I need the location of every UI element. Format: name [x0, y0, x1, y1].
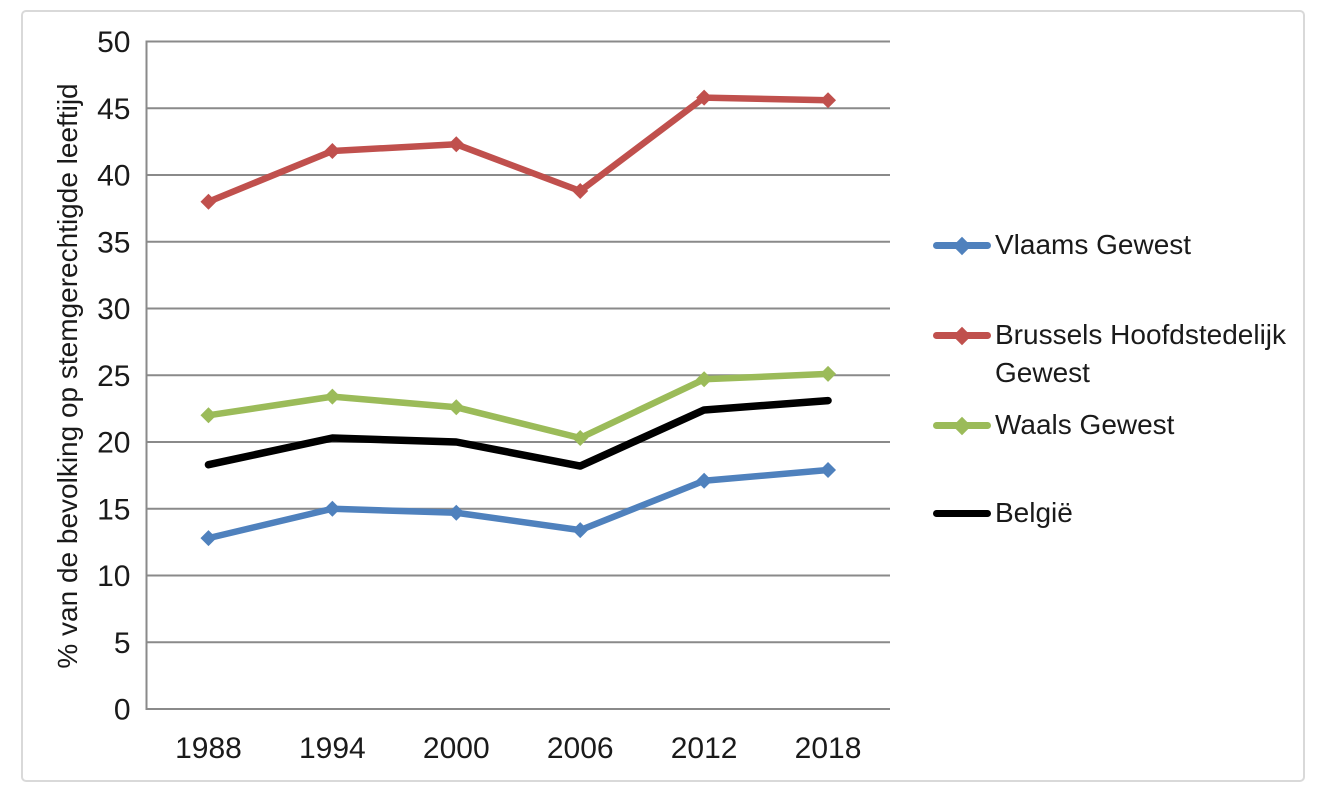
- legend-item-vlaams-gewest: Vlaams Gewest: [933, 226, 1191, 264]
- diamond-marker: [200, 407, 217, 424]
- legend-item-waals-gewest: Waals Gewest: [933, 406, 1174, 444]
- legend-line-swatch: [933, 236, 991, 255]
- diamond-marker: [200, 530, 217, 547]
- y-tick-label: 50: [97, 26, 130, 59]
- legend-line-swatch: [933, 416, 991, 435]
- series-line-brussels-hoofdstedelijk-gewest: [205, 94, 832, 205]
- legend-label: Waals Gewest: [995, 409, 1175, 440]
- x-tick-label: 2006: [547, 732, 614, 765]
- x-tick-label: 2012: [671, 732, 738, 765]
- y-tick-label: 45: [97, 93, 130, 126]
- y-tick-label: 5: [114, 627, 131, 660]
- diamond-marker: [696, 472, 713, 489]
- diamond-marker: [324, 500, 341, 517]
- diamond-marker: [200, 193, 217, 210]
- y-tick-label: 25: [97, 360, 130, 393]
- legend-label: Brussels Hoofdstedelijk Gewest: [995, 319, 1287, 388]
- diamond-marker: [572, 522, 589, 539]
- diamond-marker: [820, 462, 837, 479]
- diamond-marker: [572, 429, 589, 446]
- y-tick-label: 35: [97, 226, 130, 259]
- diamond-marker: [448, 136, 465, 153]
- legend-diamond-marker-icon: [952, 326, 972, 345]
- series-line-waals-gewest: [205, 370, 832, 442]
- legend-diamond-marker-icon: [952, 236, 972, 255]
- y-tick-label: 40: [97, 160, 130, 193]
- diamond-marker: [448, 504, 465, 521]
- x-tick-label: 1988: [175, 732, 242, 765]
- diamond-marker: [696, 371, 713, 388]
- y-axis-title: % van de bevolking op stemgerechtigde le…: [52, 83, 83, 669]
- diamond-marker: [448, 399, 465, 416]
- diamond-marker: [572, 183, 589, 200]
- x-tick-label: 1994: [299, 732, 366, 765]
- series-line-vlaams-gewest: [205, 466, 832, 542]
- diamond-marker: [820, 92, 837, 109]
- y-tick-label: 30: [97, 293, 130, 326]
- legend-label: België: [995, 497, 1073, 528]
- diamond-marker: [324, 388, 341, 405]
- y-tick-label: 15: [97, 493, 130, 526]
- legend-item-brussels-hoofdstedelijk-gewest: Brussels Hoofdstedelijk Gewest: [933, 316, 1303, 392]
- diamond-marker: [820, 365, 837, 382]
- x-tick-label: 2000: [423, 732, 490, 765]
- y-tick-label: 10: [97, 560, 130, 593]
- diamond-marker: [324, 142, 341, 159]
- x-tick-label: 2018: [795, 732, 862, 765]
- legend-line-swatch: [933, 326, 991, 345]
- y-tick-label: 0: [114, 694, 131, 727]
- legend-item-belgi-: België: [933, 494, 1073, 532]
- legend-label: Vlaams Gewest: [995, 229, 1192, 260]
- series-line-belgi-: [204, 396, 832, 470]
- legend-diamond-marker-icon: [952, 416, 972, 435]
- diamond-marker: [696, 89, 713, 106]
- legend-line-swatch: [933, 510, 991, 517]
- y-tick-label: 20: [97, 427, 130, 460]
